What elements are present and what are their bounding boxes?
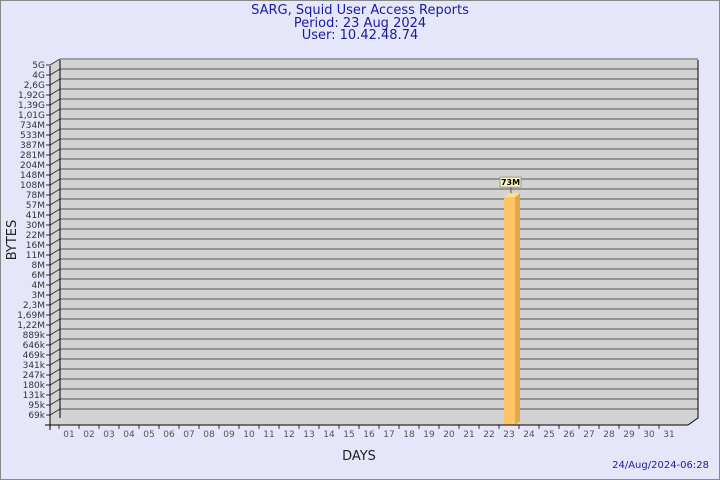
- x-tick-label: 05: [143, 430, 154, 440]
- bar-top: [504, 193, 520, 198]
- x-tick-label: 03: [103, 430, 114, 440]
- x-tick-label: 17: [383, 430, 394, 440]
- y-tick-label: 69k: [28, 411, 45, 421]
- x-tick-label: 11: [263, 430, 274, 440]
- y-tick-label: 1,01G: [18, 111, 45, 121]
- y-tick-label: 2,6G: [24, 81, 45, 91]
- bar-side: [515, 193, 520, 425]
- y-tick-label: 108M: [20, 181, 45, 191]
- y-tick-label: 281M: [20, 151, 45, 161]
- x-tick-label: 28: [603, 430, 615, 440]
- x-tick-label: 31: [663, 430, 674, 440]
- x-tick-label: 26: [563, 430, 575, 440]
- x-tick-label: 04: [123, 430, 135, 440]
- y-tick-label: 247k: [23, 371, 46, 381]
- x-tick-label: 23: [503, 430, 514, 440]
- y-tick-label: 95k: [28, 401, 45, 411]
- y-tick-label: 41M: [26, 211, 45, 221]
- plot-wall: [50, 60, 698, 425]
- y-tick-label: 4G: [32, 71, 45, 81]
- y-tick-label: 734M: [20, 121, 45, 131]
- y-tick-label: 646k: [23, 341, 46, 351]
- y-tick-label: 469k: [23, 351, 46, 361]
- y-tick-label: 1,39G: [18, 101, 45, 111]
- data-label: 73M: [501, 178, 520, 187]
- x-tick-label: 09: [223, 430, 235, 440]
- y-tick-label: 2,3M: [23, 301, 45, 311]
- x-tick-label: 21: [463, 430, 474, 440]
- y-tick-label: 16M: [26, 241, 45, 251]
- x-axis-label: DAYS: [342, 449, 376, 464]
- y-tick-label: 8M: [32, 261, 46, 271]
- x-tick-label: 22: [483, 430, 494, 440]
- y-tick-label: 57M: [26, 201, 45, 211]
- y-tick-label: 204M: [20, 161, 45, 171]
- y-tick-label: 22M: [26, 231, 45, 241]
- y-tick-label: 387M: [20, 141, 45, 151]
- x-tick-label: 30: [643, 430, 655, 440]
- x-tick-label: 02: [83, 430, 94, 440]
- x-tick-label: 19: [423, 430, 435, 440]
- plot-edge: [687, 60, 699, 426]
- chart-period: Period: 23 Aug 2024: [293, 16, 427, 31]
- x-tick-label: 08: [203, 430, 215, 440]
- y-tick-label: 341k: [23, 361, 46, 371]
- chart-title: SARG, Squid User Access Reports: [251, 3, 469, 18]
- x-tick-label: 24: [523, 430, 535, 440]
- x-tick-label: 06: [163, 430, 175, 440]
- x-tick-label: 10: [243, 430, 255, 440]
- y-tick-label: 148M: [20, 171, 45, 181]
- y-tick-label: 5G: [32, 61, 45, 71]
- x-tick-label: 07: [183, 430, 194, 440]
- y-tick-label: 1,92G: [18, 91, 45, 101]
- y-tick: [46, 58, 61, 66]
- x-tick-label: 15: [343, 430, 354, 440]
- y-tick-label: 6M: [32, 271, 46, 281]
- x-tick-label: 13: [303, 430, 314, 440]
- y-tick-label: 30M: [26, 221, 45, 231]
- x-tick-label: 18: [403, 430, 415, 440]
- x-tick-label: 20: [443, 430, 455, 440]
- y-tick-label: 180k: [23, 381, 46, 391]
- x-tick-label: 12: [283, 430, 294, 440]
- chart-user: User: 10.42.48.74: [301, 28, 419, 43]
- data-label-box: [499, 176, 522, 188]
- x-tick-label: 25: [543, 430, 554, 440]
- x-tick-label: 29: [623, 430, 635, 440]
- x-tick-label: 01: [63, 430, 74, 440]
- x-tick-label: 27: [583, 430, 594, 440]
- y-tick-label: 3M: [32, 291, 46, 301]
- y-tick-label: 1,69M: [17, 311, 45, 321]
- y-tick-label: 131k: [23, 391, 46, 401]
- y-tick-label: 4M: [32, 281, 46, 291]
- generated-timestamp: 24/Aug/2024-06:28: [612, 460, 709, 471]
- y-tick-label: 11M: [26, 251, 45, 261]
- y-tick-label: 1,22M: [17, 321, 45, 331]
- x-tick-label: 14: [323, 430, 335, 440]
- x-tick-label: 16: [363, 430, 375, 440]
- y-tick-label: 78M: [26, 191, 45, 201]
- y-tick-label: 533M: [20, 131, 45, 141]
- bar: [504, 197, 515, 425]
- y-axis-label: BYTES: [5, 220, 20, 261]
- y-tick-label: 889k: [23, 331, 46, 341]
